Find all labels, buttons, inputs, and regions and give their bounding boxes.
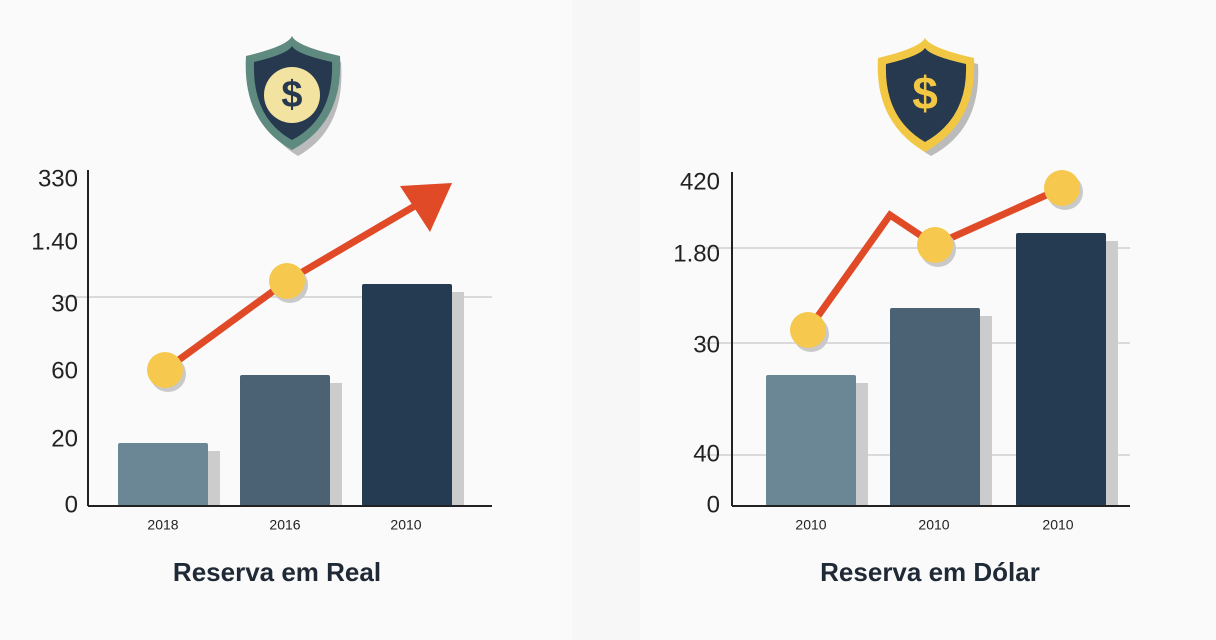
- bar: [1016, 233, 1106, 506]
- trend-line: [805, 184, 1064, 333]
- svg-text:$: $: [281, 74, 302, 116]
- y-tick-label: 30: [693, 331, 720, 358]
- x-tick-label: 2016: [269, 517, 300, 533]
- x-tick-label: 2018: [147, 517, 178, 533]
- y-tick-label: 60: [51, 357, 78, 384]
- x-tick-label: 2010: [390, 517, 421, 533]
- bar: [890, 308, 980, 506]
- bar: [118, 443, 208, 506]
- coin: [147, 352, 183, 388]
- coin: [917, 227, 953, 263]
- bar: [362, 284, 452, 506]
- panel-title: Reserva em Real: [173, 557, 381, 587]
- x-tick-label: 2010: [795, 517, 826, 533]
- y-tick-label: 1.80: [673, 240, 720, 267]
- y-tick-label: 0: [65, 491, 78, 518]
- y-tick-label: 0: [707, 491, 720, 518]
- bar: [240, 375, 330, 506]
- y-tick-label: 30: [51, 290, 78, 317]
- x-tick-label: 2010: [1042, 517, 1073, 533]
- shield-icon: $: [877, 38, 979, 156]
- shield-icon: $: [245, 36, 342, 156]
- y-tick-label: 420: [680, 168, 720, 195]
- y-tick-label: 40: [693, 440, 720, 467]
- y-tick-label: 1.40: [31, 228, 78, 255]
- svg-text:$: $: [912, 67, 938, 119]
- arrow-head: [400, 183, 452, 232]
- coin: [790, 312, 826, 348]
- coin: [1044, 170, 1080, 206]
- y-tick-label: 20: [51, 425, 78, 452]
- coin: [269, 263, 305, 299]
- x-tick-label: 2010: [918, 517, 949, 533]
- y-tick-label: 330: [38, 165, 78, 192]
- bar: [766, 375, 856, 506]
- panel-title: Reserva em Dólar: [820, 557, 1040, 587]
